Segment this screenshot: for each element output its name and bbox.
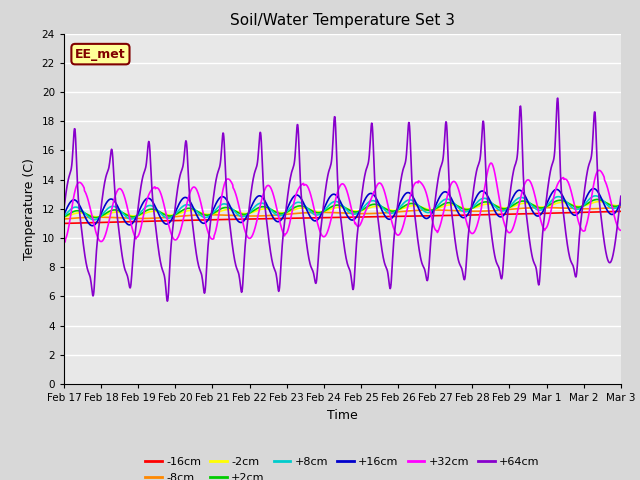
+2cm [171,212,179,218]
+2cm [593,197,601,203]
-16cm [246,216,254,222]
Y-axis label: Temperature (C): Temperature (C) [23,158,36,260]
+64cm [617,193,625,199]
+32cm [617,228,625,233]
+16cm [617,200,625,205]
-8cm [502,207,509,213]
Line: -2cm: -2cm [64,202,621,217]
+2cm [617,202,625,208]
-8cm [429,207,436,213]
Legend: -16cm, -8cm, -2cm, +2cm, +8cm, +16cm, +32cm, +64cm: -16cm, -8cm, -2cm, +2cm, +8cm, +16cm, +3… [141,453,544,480]
+64cm [60,205,68,211]
-2cm [246,210,254,216]
+64cm [184,169,192,175]
+32cm [170,237,178,242]
-2cm [429,207,436,213]
+2cm [92,215,100,220]
Line: -16cm: -16cm [64,211,621,223]
Line: +16cm: +16cm [64,189,621,226]
-8cm [617,204,625,210]
-2cm [60,215,68,220]
+32cm [246,235,254,241]
-16cm [170,218,178,224]
Line: +8cm: +8cm [64,196,621,220]
+16cm [551,187,559,192]
X-axis label: Time: Time [327,408,358,421]
+8cm [502,207,509,213]
-2cm [170,212,178,218]
Line: +64cm: +64cm [64,98,621,301]
-8cm [551,205,559,211]
+16cm [60,212,68,217]
+8cm [90,217,98,223]
-16cm [184,217,191,223]
+2cm [502,206,509,212]
+32cm [60,240,68,245]
+32cm [429,219,436,225]
-2cm [617,202,625,208]
+8cm [591,193,599,199]
+2cm [60,214,68,220]
-8cm [170,214,178,219]
+8cm [246,209,254,215]
Text: EE_met: EE_met [75,48,126,60]
Title: Soil/Water Temperature Set 3: Soil/Water Temperature Set 3 [230,13,455,28]
+16cm [590,186,598,192]
+16cm [184,196,192,202]
-16cm [502,211,509,217]
+8cm [551,195,559,201]
+8cm [60,214,68,219]
-8cm [184,213,191,218]
+16cm [171,211,179,216]
+16cm [502,209,509,215]
+16cm [246,205,254,211]
+16cm [88,223,96,228]
+2cm [551,199,559,204]
+2cm [429,207,437,213]
+64cm [554,95,561,101]
-2cm [551,201,559,207]
+2cm [246,210,254,216]
+16cm [429,208,437,214]
+64cm [502,227,509,233]
+64cm [163,298,171,304]
+8cm [184,202,192,208]
+32cm [184,197,191,203]
-2cm [184,208,191,214]
-8cm [246,213,254,219]
-2cm [595,199,603,204]
Line: +2cm: +2cm [64,200,621,217]
Line: -8cm: -8cm [64,207,621,219]
-16cm [551,210,559,216]
-2cm [502,205,509,211]
-16cm [60,220,68,226]
+8cm [171,212,179,217]
+64cm [171,209,179,215]
Line: +32cm: +32cm [64,163,621,242]
-8cm [60,216,68,222]
+2cm [184,205,192,211]
-16cm [617,208,625,214]
-16cm [429,213,436,219]
+64cm [246,194,254,200]
+64cm [551,144,559,149]
+8cm [429,207,437,213]
+8cm [617,202,625,207]
+64cm [429,215,437,221]
+32cm [551,189,559,195]
+32cm [487,160,495,166]
+32cm [502,225,509,231]
